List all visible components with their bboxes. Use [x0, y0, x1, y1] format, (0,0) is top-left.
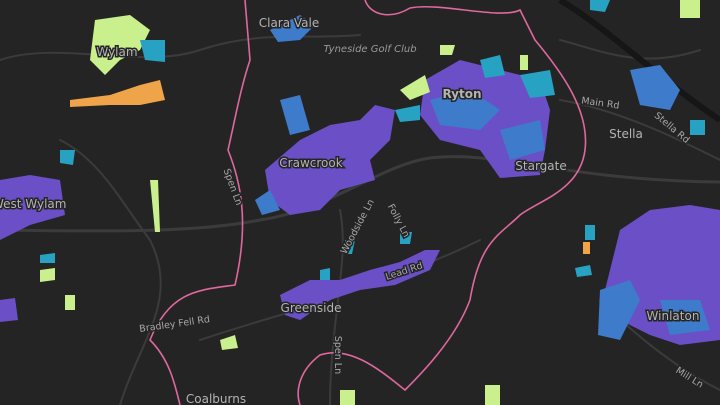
place-label: Coalburns [186, 392, 246, 405]
road [0, 155, 720, 233]
area [270, 15, 315, 42]
road [559, 39, 720, 161]
area [598, 280, 710, 340]
area [70, 80, 590, 254]
area [0, 175, 65, 322]
river [558, 0, 720, 123]
place-label: Ryton [442, 87, 481, 101]
poi-label: Tyneside Golf Club [323, 44, 416, 55]
road-label: Spen Ln [332, 336, 343, 374]
place-label: Wylam [96, 45, 137, 59]
place-label: Greenside [281, 301, 342, 315]
place-label: Winlaton [647, 309, 700, 323]
area [395, 55, 555, 122]
area [280, 250, 440, 320]
area [265, 105, 395, 215]
place-label: Stella [609, 127, 643, 141]
place-label: Crawcrook [279, 156, 342, 170]
area [40, 150, 75, 263]
area [630, 65, 680, 110]
place-label: West Wylam [0, 197, 66, 211]
area [220, 335, 238, 350]
boundary [149, 0, 587, 405]
area [400, 45, 528, 100]
place-label: Stargate [515, 159, 566, 173]
place-label: Clara Vale [259, 16, 320, 30]
area [255, 95, 310, 215]
area [430, 90, 545, 160]
road [59, 139, 162, 405]
area [320, 232, 412, 280]
road [0, 34, 361, 61]
